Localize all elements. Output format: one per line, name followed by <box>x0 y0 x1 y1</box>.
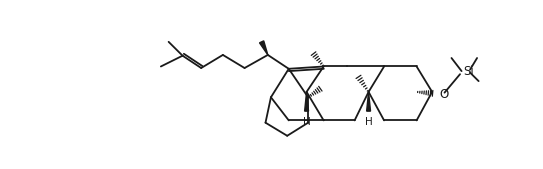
Text: H: H <box>302 117 311 127</box>
Text: H: H <box>365 117 372 127</box>
Polygon shape <box>260 41 268 55</box>
Text: Si: Si <box>463 65 474 78</box>
Polygon shape <box>367 92 370 111</box>
Polygon shape <box>305 92 308 111</box>
Text: O: O <box>440 88 449 101</box>
